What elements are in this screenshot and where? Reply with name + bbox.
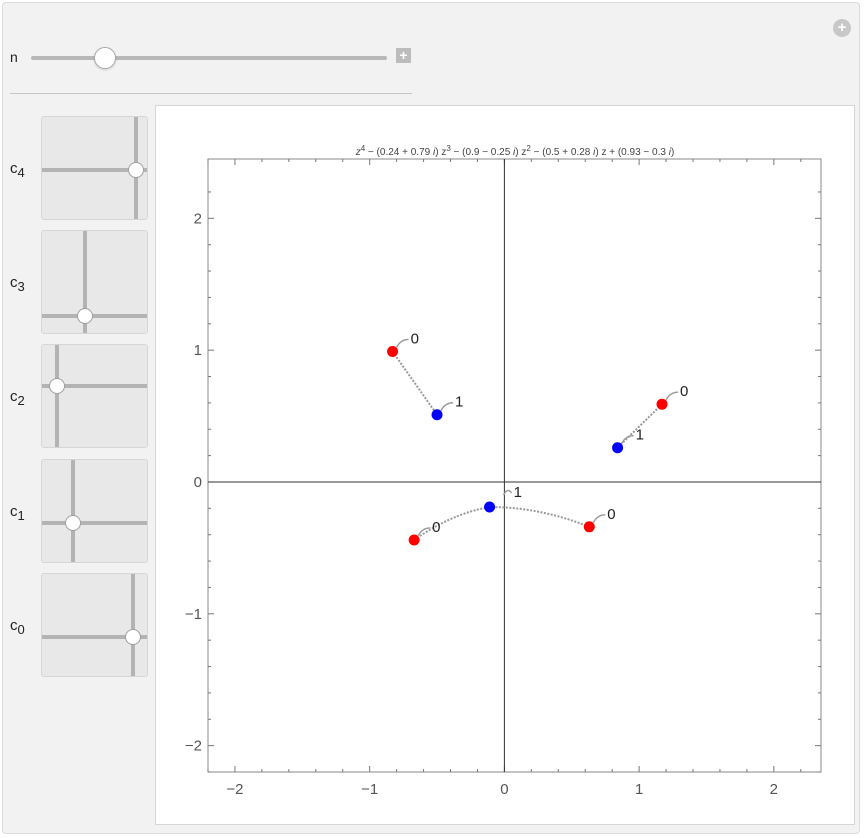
c1-horizontal-guide	[42, 521, 147, 525]
root-path	[489, 506, 590, 528]
plus-circle-icon[interactable]: +	[833, 19, 851, 37]
c1-slider-pad[interactable]	[41, 459, 148, 563]
n-slider-thumb[interactable]	[94, 47, 116, 69]
start-label-callout	[592, 514, 606, 524]
start-label-callout	[665, 391, 679, 401]
root-start-point	[656, 398, 668, 410]
end-label-callout	[440, 402, 454, 412]
root-end-point	[484, 501, 496, 513]
root-start-point	[408, 534, 420, 546]
x-tick-label: 1	[635, 781, 643, 798]
root-start-point	[387, 345, 399, 357]
x-tick-label: 2	[770, 781, 778, 798]
c2-vertical-guide	[55, 345, 59, 447]
c2-horizontal-guide	[42, 384, 147, 388]
c1-slider-thumb[interactable]	[65, 515, 81, 531]
c1-label: c1	[10, 503, 25, 523]
start-label-callout	[395, 338, 409, 348]
c3-label: c3	[10, 274, 25, 294]
c0-slider-pad[interactable]	[41, 573, 148, 677]
c3-vertical-guide	[83, 231, 87, 333]
plot-title: z4 − (0.24 + 0.79 i) z3 − (0.9 − 0.25 i)…	[355, 144, 675, 158]
root-path	[391, 350, 438, 416]
start-label: 0	[607, 506, 615, 523]
c0-slider-thumb[interactable]	[125, 629, 141, 645]
c4-horizontal-guide	[42, 168, 147, 172]
n-slider-label: n	[10, 49, 18, 65]
plot-frame	[207, 158, 822, 773]
c4-label: c4	[10, 160, 25, 180]
y-tick-label: 0	[194, 474, 202, 491]
root-end-point	[431, 409, 443, 421]
end-label: 1	[514, 484, 522, 501]
c0-label: c0	[10, 617, 25, 637]
start-label: 0	[411, 330, 419, 347]
y-tick-label: 1	[194, 342, 202, 359]
plus-square-icon[interactable]: +	[396, 48, 411, 63]
y-tick-label: −2	[185, 738, 202, 755]
start-label-callout	[417, 527, 431, 537]
c3-slider-pad[interactable]	[41, 230, 148, 334]
end-label: 1	[636, 427, 644, 444]
c3-slider-thumb[interactable]	[77, 308, 93, 324]
plot-area	[155, 105, 855, 825]
controls-divider	[10, 93, 412, 94]
end-label-callout	[620, 435, 634, 445]
c1-vertical-guide	[71, 460, 75, 562]
c2-slider-pad[interactable]	[41, 344, 148, 448]
n-slider-track[interactable]	[31, 56, 387, 60]
c2-label: c2	[10, 388, 25, 408]
end-label: 1	[455, 394, 463, 411]
c4-slider-pad[interactable]	[41, 116, 148, 220]
x-tick-label: −2	[226, 781, 243, 798]
root-path	[413, 506, 490, 541]
c0-horizontal-guide	[42, 635, 147, 639]
start-label: 0	[432, 519, 440, 536]
c2-slider-thumb[interactable]	[49, 378, 65, 394]
x-tick-label: 0	[500, 781, 508, 798]
c3-horizontal-guide	[42, 314, 147, 318]
root-start-point	[583, 521, 595, 533]
start-label: 0	[680, 383, 688, 400]
c0-vertical-guide	[131, 574, 135, 676]
y-tick-label: −1	[185, 606, 202, 623]
x-tick-label: −1	[361, 781, 378, 798]
end-label-callout	[502, 489, 513, 496]
c4-slider-thumb[interactable]	[128, 162, 144, 178]
y-tick-label: 2	[194, 210, 202, 227]
root-end-point	[612, 442, 624, 454]
